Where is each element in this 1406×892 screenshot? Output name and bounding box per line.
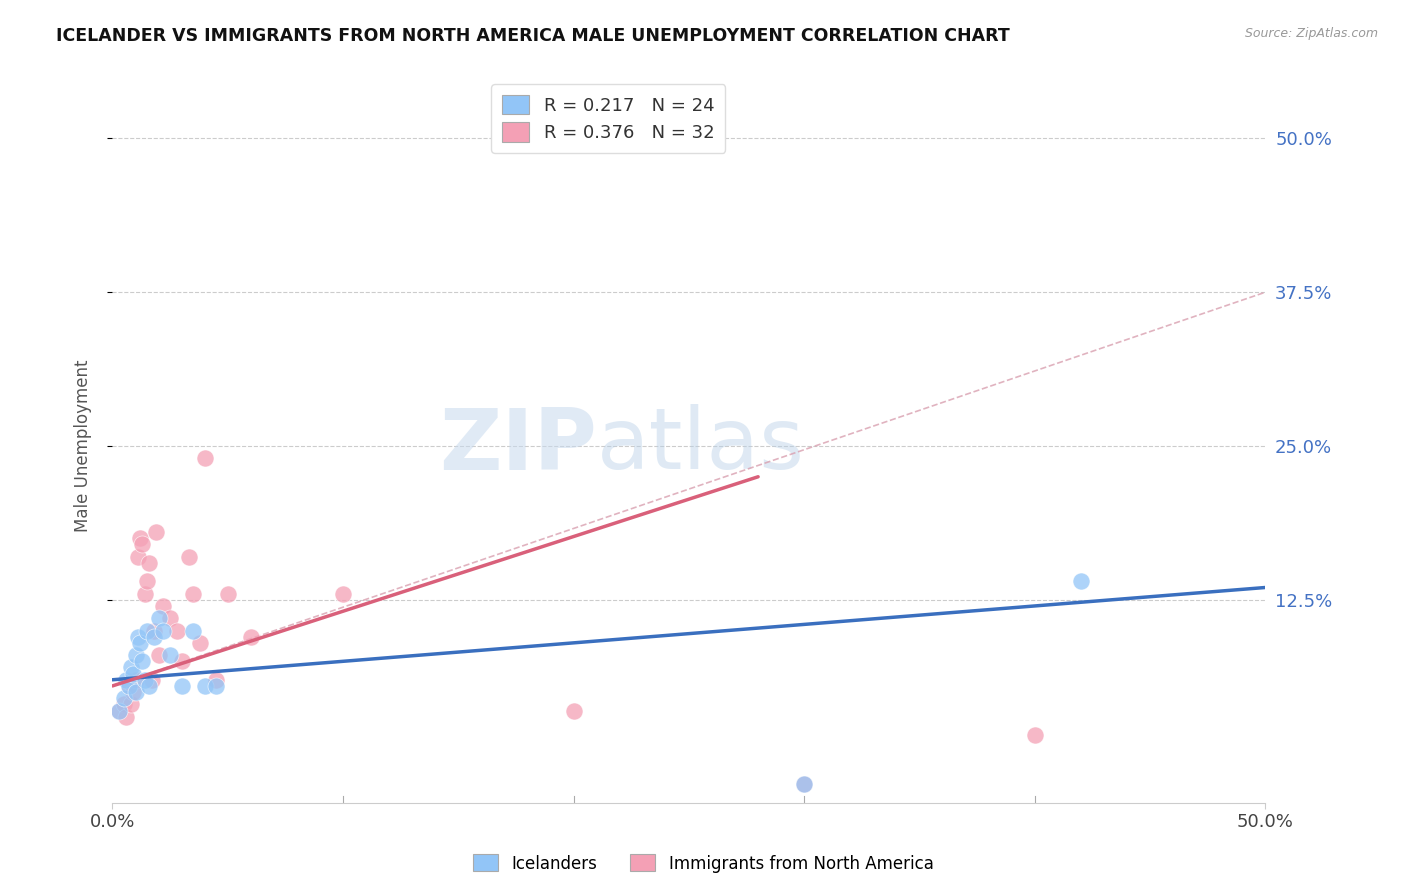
Point [181, 624, 204, 638]
Text: Source: ZipAtlas.com: Source: ZipAtlas.com [1244, 27, 1378, 40]
Point [217, 587, 239, 601]
Point [138, 679, 160, 693]
Point [131, 654, 153, 668]
Point [115, 673, 138, 687]
Point [134, 587, 156, 601]
Point [562, 704, 585, 718]
Point [793, 777, 815, 791]
Point [122, 685, 145, 699]
Point [332, 587, 354, 601]
Point [194, 679, 217, 693]
Point [124, 685, 146, 699]
Point [122, 666, 145, 681]
Point [117, 679, 139, 693]
Point [117, 679, 139, 693]
Text: ZIP: ZIP [439, 404, 596, 488]
Point [1070, 574, 1092, 589]
Point [170, 679, 193, 693]
Legend: Icelanders, Immigrants from North America: Icelanders, Immigrants from North Americ… [465, 847, 941, 880]
Point [166, 624, 188, 638]
Point [108, 704, 131, 718]
Point [152, 599, 174, 613]
Point [112, 691, 135, 706]
Point [129, 531, 152, 545]
Point [143, 630, 166, 644]
Point [112, 698, 135, 712]
Point [129, 636, 152, 650]
Point [145, 525, 167, 540]
Point [127, 630, 149, 644]
Point [181, 587, 204, 601]
Point [143, 624, 166, 638]
Point [115, 709, 138, 723]
Point [131, 537, 153, 551]
Point [159, 611, 181, 625]
Point [138, 556, 160, 570]
Text: atlas: atlas [596, 404, 804, 488]
Point [148, 611, 170, 625]
Point [120, 660, 142, 674]
Point [170, 654, 193, 668]
Point [148, 648, 170, 662]
Point [120, 698, 142, 712]
Point [177, 549, 200, 564]
Legend: R = 0.217   N = 24, R = 0.376   N = 32: R = 0.217 N = 24, R = 0.376 N = 32 [491, 84, 725, 153]
Point [239, 630, 262, 644]
Point [1024, 728, 1046, 742]
Point [188, 636, 211, 650]
Point [108, 704, 131, 718]
Point [152, 624, 174, 638]
Y-axis label: Male Unemployment: Male Unemployment [73, 359, 91, 533]
Point [141, 673, 163, 687]
Point [136, 624, 159, 638]
Point [159, 648, 181, 662]
Point [134, 673, 156, 687]
Point [205, 673, 228, 687]
Point [124, 648, 146, 662]
Point [194, 451, 217, 466]
Point [793, 777, 815, 791]
Point [205, 679, 228, 693]
Point [124, 673, 146, 687]
Point [127, 549, 149, 564]
Text: ICELANDER VS IMMIGRANTS FROM NORTH AMERICA MALE UNEMPLOYMENT CORRELATION CHART: ICELANDER VS IMMIGRANTS FROM NORTH AMERI… [56, 27, 1010, 45]
Point [136, 574, 159, 589]
